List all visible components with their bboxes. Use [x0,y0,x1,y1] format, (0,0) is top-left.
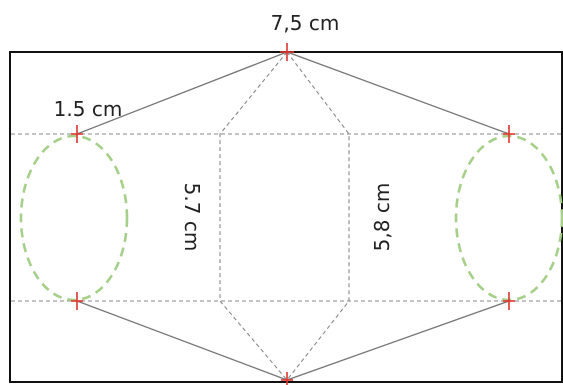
tick-lower-left [71,292,83,310]
tick-lower-right [503,292,515,310]
tick-upper-right [503,125,515,143]
bottom-outline [76,300,510,381]
right-base-ellipse [454,134,563,302]
label-inner-left-height: 5.7 cm [180,183,204,252]
tick-bottom [281,372,293,385]
tick-upper-left [71,125,83,143]
label-top-width: 7,5 cm [271,11,340,35]
inner-right-fold [286,51,350,381]
label-inner-right-height: 5,8 cm [370,183,394,252]
tick-top [280,43,294,61]
inner-left-fold [219,51,288,381]
left-base-ellipse [19,134,129,302]
label-left-small: 1.5 cm [54,97,123,121]
top-outline [76,51,510,135]
